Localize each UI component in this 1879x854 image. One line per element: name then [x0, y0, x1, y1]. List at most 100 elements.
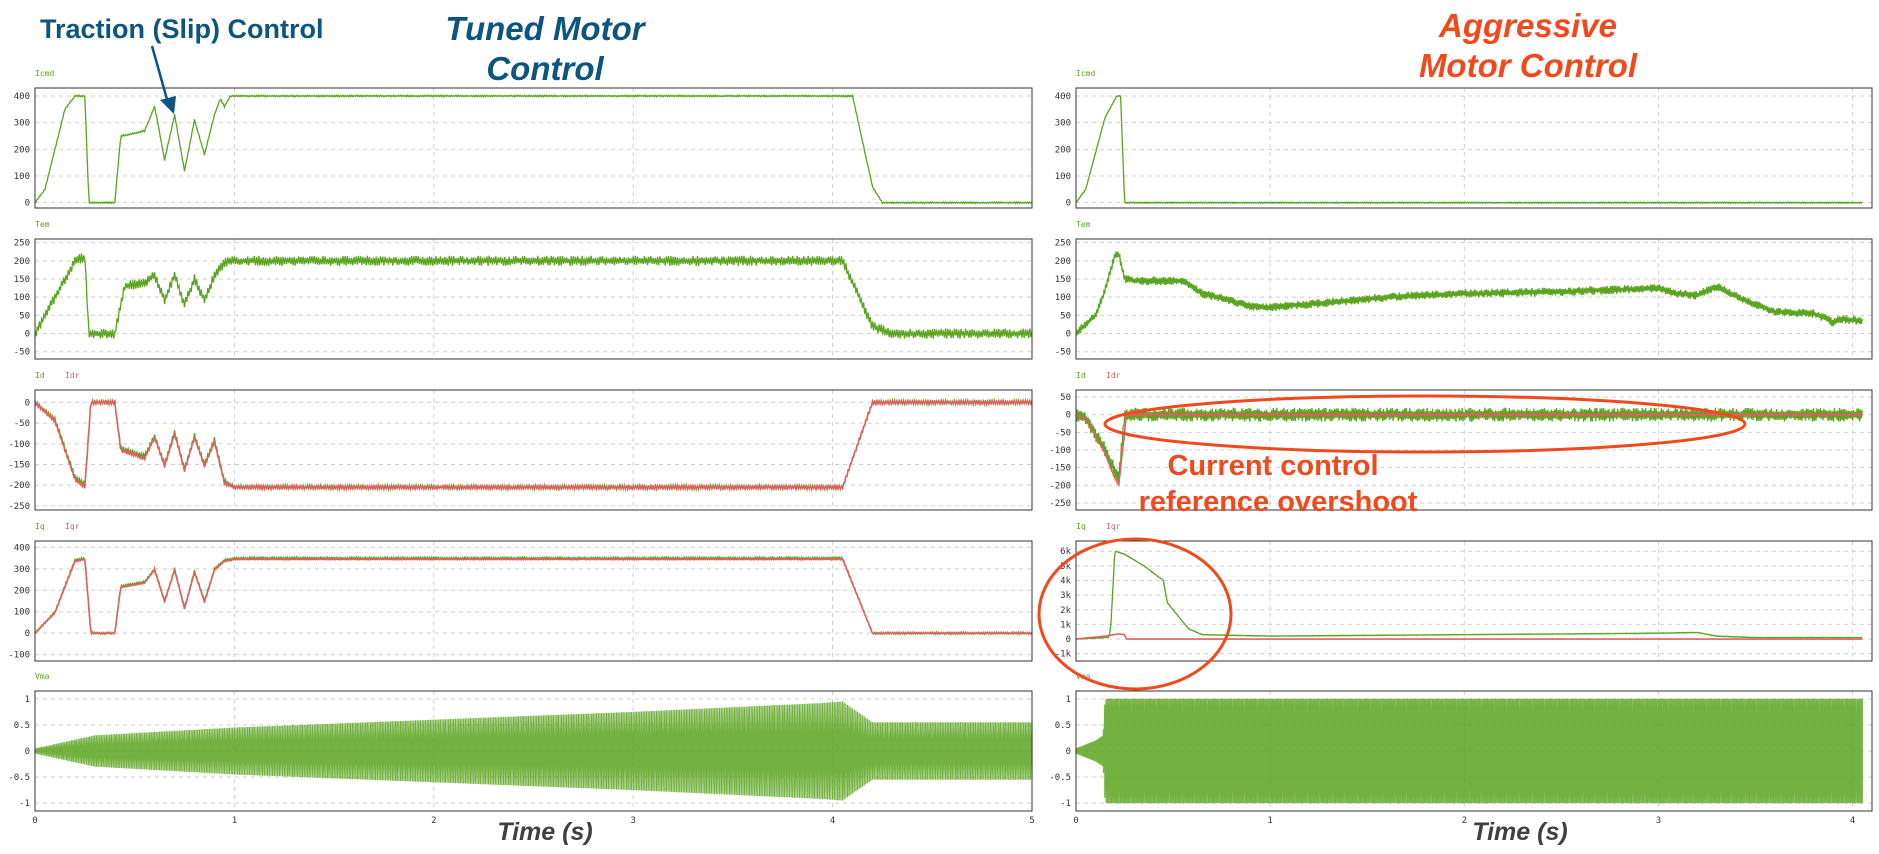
- legend-Id: Id: [35, 371, 45, 380]
- y-tick-label: -50: [14, 348, 30, 358]
- y-tick-label: -100: [1049, 446, 1071, 456]
- y-tick-label: 1: [1066, 695, 1071, 705]
- y-tick-label: 100: [1055, 172, 1071, 182]
- panel-3: -250 -200 -150 -100 -50 0 Id Idr: [8, 371, 1033, 512]
- panel-frame: [1075, 690, 1873, 812]
- y-tick-label: 400: [14, 543, 30, 553]
- aggressive-title-line1: Aggressive: [1438, 7, 1617, 44]
- y-tick-label: 0.5: [1055, 721, 1071, 731]
- panel-frame: [34, 87, 1033, 209]
- panel-4: -1k 0 1k 2k 3k 4k 5k 6k Iq Iqr: [1055, 522, 1873, 662]
- panel-3: -250 -200 -150 -100 -50 0 50 Id Idr: [1049, 371, 1873, 511]
- panel-frame: [34, 389, 1033, 511]
- y-tick-label: 300: [14, 119, 30, 129]
- y-tick-label: 100: [1055, 293, 1071, 303]
- y-tick-label: 0: [25, 199, 30, 209]
- y-tick-label: 2k: [1060, 606, 1071, 616]
- legend-Idr: Idr: [1106, 371, 1121, 380]
- y-tick-label: 50: [1060, 393, 1071, 403]
- series-Id: [1075, 407, 1863, 484]
- series-Idr: [1075, 412, 1863, 487]
- panel-1: 0 100 200 300 400 Icmd: [1055, 69, 1873, 209]
- legend-Icmd: Icmd: [1076, 69, 1095, 78]
- series-Iq: [1075, 550, 1863, 641]
- y-tick-label: 3k: [1060, 591, 1071, 601]
- series-Vma: [1075, 698, 1863, 804]
- y-tick-label: 6k: [1060, 547, 1071, 557]
- x-tick-label: 3: [1656, 816, 1661, 826]
- legend-Iq: Iq: [35, 522, 45, 531]
- y-tick-label: 200: [1055, 145, 1071, 155]
- y-tick-label: -100: [8, 440, 30, 450]
- x-tick-label: 1: [232, 816, 237, 826]
- traction-control-annotation: Traction (Slip) Control: [40, 14, 324, 44]
- y-tick-label: -50: [1055, 348, 1071, 358]
- y-tick-label: 150: [1055, 275, 1071, 285]
- y-tick-label: 200: [14, 257, 30, 267]
- y-tick-label: 0: [25, 330, 30, 340]
- series-Id: [34, 397, 1033, 493]
- series-Iqr: [1076, 633, 1863, 640]
- series-Tem: [34, 253, 1033, 339]
- y-tick-label: 0: [1066, 747, 1071, 757]
- y-tick-label: 0.5: [14, 721, 30, 731]
- legend-Idr: Idr: [65, 371, 80, 380]
- legend-Iq: Iq: [1076, 522, 1086, 531]
- current-control-annotation-line1: Current control: [1167, 450, 1378, 482]
- series-Icmd: [1075, 94, 1863, 205]
- y-tick-label: 200: [1055, 257, 1071, 267]
- x-tick-label: 2: [1462, 816, 1467, 826]
- tuned-title-line2: Control: [486, 50, 604, 87]
- y-tick-label: -1: [19, 799, 30, 809]
- overshoot-highlight-ellipse-iq: [1037, 537, 1233, 691]
- y-tick-label: 400: [14, 92, 30, 102]
- y-tick-label: 0: [1066, 411, 1071, 421]
- panel-frame: [34, 540, 1033, 662]
- legend-Iqr: Iqr: [1106, 522, 1121, 531]
- y-tick-label: -1k: [1055, 650, 1072, 660]
- current-control-annotation-line2: reference overshoot: [1139, 486, 1418, 518]
- legend-Iqr: Iqr: [65, 522, 80, 531]
- panel-frame: [1075, 87, 1873, 209]
- x-tick-label: 3: [630, 816, 635, 826]
- panel-frame: [34, 238, 1033, 360]
- panel-5: -1 -0.5 0 0.5 1 Vma: [8, 672, 1033, 812]
- y-tick-label: 5k: [1060, 562, 1071, 572]
- y-tick-label: -150: [1049, 464, 1071, 474]
- y-tick-label: 0: [25, 629, 30, 639]
- y-tick-label: 150: [14, 275, 30, 285]
- tuned-control-chart: 0100200300400Icmd-50050100150200250Tem-2…: [8, 69, 1034, 846]
- panel-frame: [1075, 540, 1873, 662]
- y-tick-label: 0: [1066, 635, 1071, 645]
- panel-frame: [1075, 238, 1873, 360]
- x-axis-label: Time (s): [497, 818, 592, 846]
- y-tick-label: -100: [8, 651, 30, 661]
- panel-frame: [1075, 389, 1873, 511]
- y-tick-label: 250: [14, 239, 30, 249]
- y-tick-label: 300: [14, 565, 30, 575]
- y-tick-label: 300: [1055, 119, 1071, 129]
- panel-4: -100 0 100 200 300 400 Iq Iqr: [8, 522, 1033, 662]
- y-tick-label: 0: [25, 398, 30, 408]
- legend-Icmd: Icmd: [35, 69, 54, 78]
- x-tick-label: 5: [1029, 816, 1034, 826]
- traction-control-arrow: [150, 45, 176, 114]
- y-tick-label: -250: [8, 502, 30, 512]
- x-tick-label: 1: [1267, 816, 1272, 826]
- panel-2: -50 0 50 100 150 200 250 Tem: [14, 220, 1033, 360]
- x-tick-label: 0: [1073, 816, 1078, 826]
- legend-Tem: Tem: [1076, 220, 1091, 229]
- panel-frame: [34, 690, 1033, 812]
- y-tick-label: 100: [14, 172, 30, 182]
- y-tick-label: -150: [8, 460, 30, 470]
- panel-1: 0 100 200 300 400 Icmd: [14, 69, 1033, 209]
- y-tick-label: 100: [14, 608, 30, 618]
- legend-Id: Id: [1076, 371, 1086, 380]
- y-tick-label: -50: [14, 419, 30, 429]
- y-tick-label: -0.5: [8, 773, 30, 783]
- tuned-title-line1: Tuned Motor: [445, 10, 646, 47]
- y-tick-label: 0: [1066, 330, 1071, 340]
- y-tick-label: 50: [19, 311, 30, 321]
- y-tick-label: 1: [25, 695, 30, 705]
